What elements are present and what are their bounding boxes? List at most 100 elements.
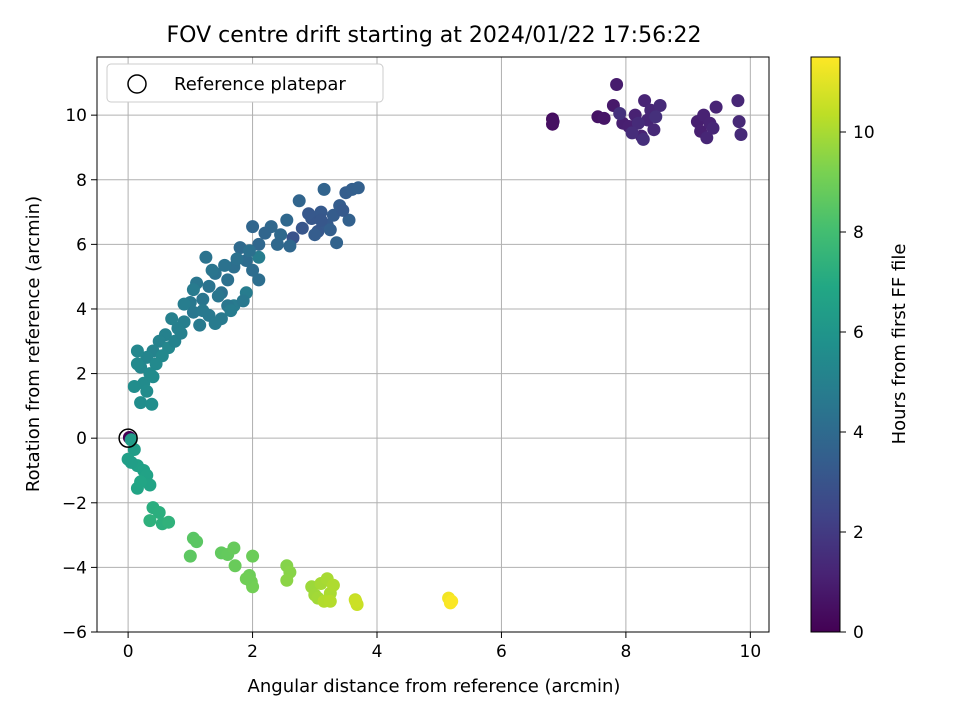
data-point — [317, 182, 331, 196]
data-point — [613, 107, 627, 120]
data-point — [140, 350, 154, 364]
chart-title: FOV centre drift starting at 2024/01/22 … — [167, 23, 702, 48]
data-point — [177, 297, 191, 311]
data-point — [124, 455, 138, 469]
y-tick-label: 8 — [76, 171, 87, 191]
legend: Reference platepar — [106, 63, 384, 103]
data-point — [211, 289, 225, 303]
x-tick-label: 4 — [372, 642, 383, 662]
data-point — [732, 115, 746, 129]
data-point — [349, 594, 363, 608]
data-point — [218, 258, 232, 272]
legend-marker-icon — [127, 74, 147, 94]
colorbar-tick-label: 4 — [853, 423, 864, 443]
data-point — [636, 132, 650, 146]
data-point — [174, 326, 188, 340]
y-tick-label: 4 — [76, 300, 87, 320]
data-point — [199, 250, 213, 264]
colorbar-label: Hours from first FF file — [889, 244, 910, 445]
data-point — [252, 237, 266, 251]
data-point — [292, 194, 306, 208]
data-point — [252, 250, 266, 264]
data-point — [140, 384, 154, 398]
data-point — [342, 213, 356, 227]
y-tick-label: 6 — [76, 235, 87, 255]
data-point — [302, 207, 316, 221]
data-point — [610, 78, 624, 91]
colorbar — [810, 56, 841, 633]
data-point — [638, 94, 652, 108]
data-point — [653, 99, 667, 112]
plot-area-frame — [96, 56, 770, 633]
y-tick-label: 10 — [65, 106, 87, 126]
data-point — [145, 397, 159, 411]
data-point — [326, 578, 340, 592]
colorbar-tick-label: 0 — [853, 623, 864, 643]
x-tick-label: 8 — [620, 642, 631, 662]
x-tick-label: 6 — [496, 642, 507, 662]
data-point — [314, 213, 328, 227]
data-point — [239, 572, 253, 586]
data-point — [336, 203, 350, 217]
data-point — [258, 226, 272, 240]
data-point — [625, 126, 639, 140]
colorbar-tick-label: 8 — [853, 223, 864, 243]
data-point — [546, 115, 560, 129]
legend-box — [106, 63, 384, 103]
data-point — [162, 515, 176, 529]
y-tick-label: −6 — [62, 623, 87, 643]
x-axis-ticks: 0 2 4 6 8 10 — [123, 632, 761, 662]
data-point — [280, 573, 294, 587]
data-point — [130, 357, 144, 371]
data-point — [295, 221, 309, 235]
data-point — [152, 334, 166, 348]
data-point — [647, 123, 661, 137]
data-point — [193, 318, 207, 332]
colorbar-tick-label: 6 — [853, 323, 864, 343]
data-point — [242, 244, 256, 258]
data-point — [149, 357, 163, 371]
data-point — [143, 514, 157, 528]
data-point — [283, 239, 297, 253]
colorbar-ticks: 0 2 4 6 8 10 — [840, 123, 875, 643]
data-point — [134, 396, 148, 410]
data-point — [190, 535, 204, 549]
data-point — [186, 283, 200, 297]
data-point — [330, 236, 344, 250]
y-tick-label: 2 — [76, 365, 87, 385]
y-axis-ticks: −6 −4 −2 0 2 4 6 8 10 — [62, 106, 97, 643]
data-point — [221, 273, 235, 287]
data-point — [246, 549, 260, 563]
colorbar-tick-label: 10 — [853, 123, 875, 143]
data-point — [706, 121, 720, 135]
x-tick-label: 10 — [740, 642, 762, 662]
data-point — [270, 237, 284, 251]
legend-entry-reference: Reference platepar — [174, 74, 346, 95]
data-point — [280, 213, 294, 227]
data-point — [323, 223, 337, 237]
data-point — [734, 128, 748, 141]
data-point — [230, 252, 244, 266]
data-point — [165, 312, 179, 326]
data-point — [183, 549, 197, 563]
colorbar-tick-label: 2 — [853, 523, 864, 543]
y-axis-label: Rotation from reference (arcmin) — [23, 196, 44, 492]
data-point — [252, 273, 266, 287]
x-axis-label: Angular distance from reference (arcmin) — [248, 676, 621, 697]
data-point — [146, 370, 160, 384]
y-tick-label: −2 — [62, 494, 87, 514]
data-point — [228, 559, 242, 573]
data-point — [202, 279, 216, 293]
data-point — [227, 541, 241, 555]
data-point — [236, 294, 250, 308]
x-tick-label: 2 — [247, 642, 258, 662]
data-point — [649, 110, 663, 124]
y-tick-label: −4 — [62, 558, 87, 578]
data-point — [246, 263, 260, 277]
data-point — [445, 594, 459, 608]
data-point — [224, 304, 238, 318]
data-point — [351, 181, 365, 195]
data-point — [700, 131, 714, 145]
x-tick-label: 0 — [123, 642, 134, 662]
